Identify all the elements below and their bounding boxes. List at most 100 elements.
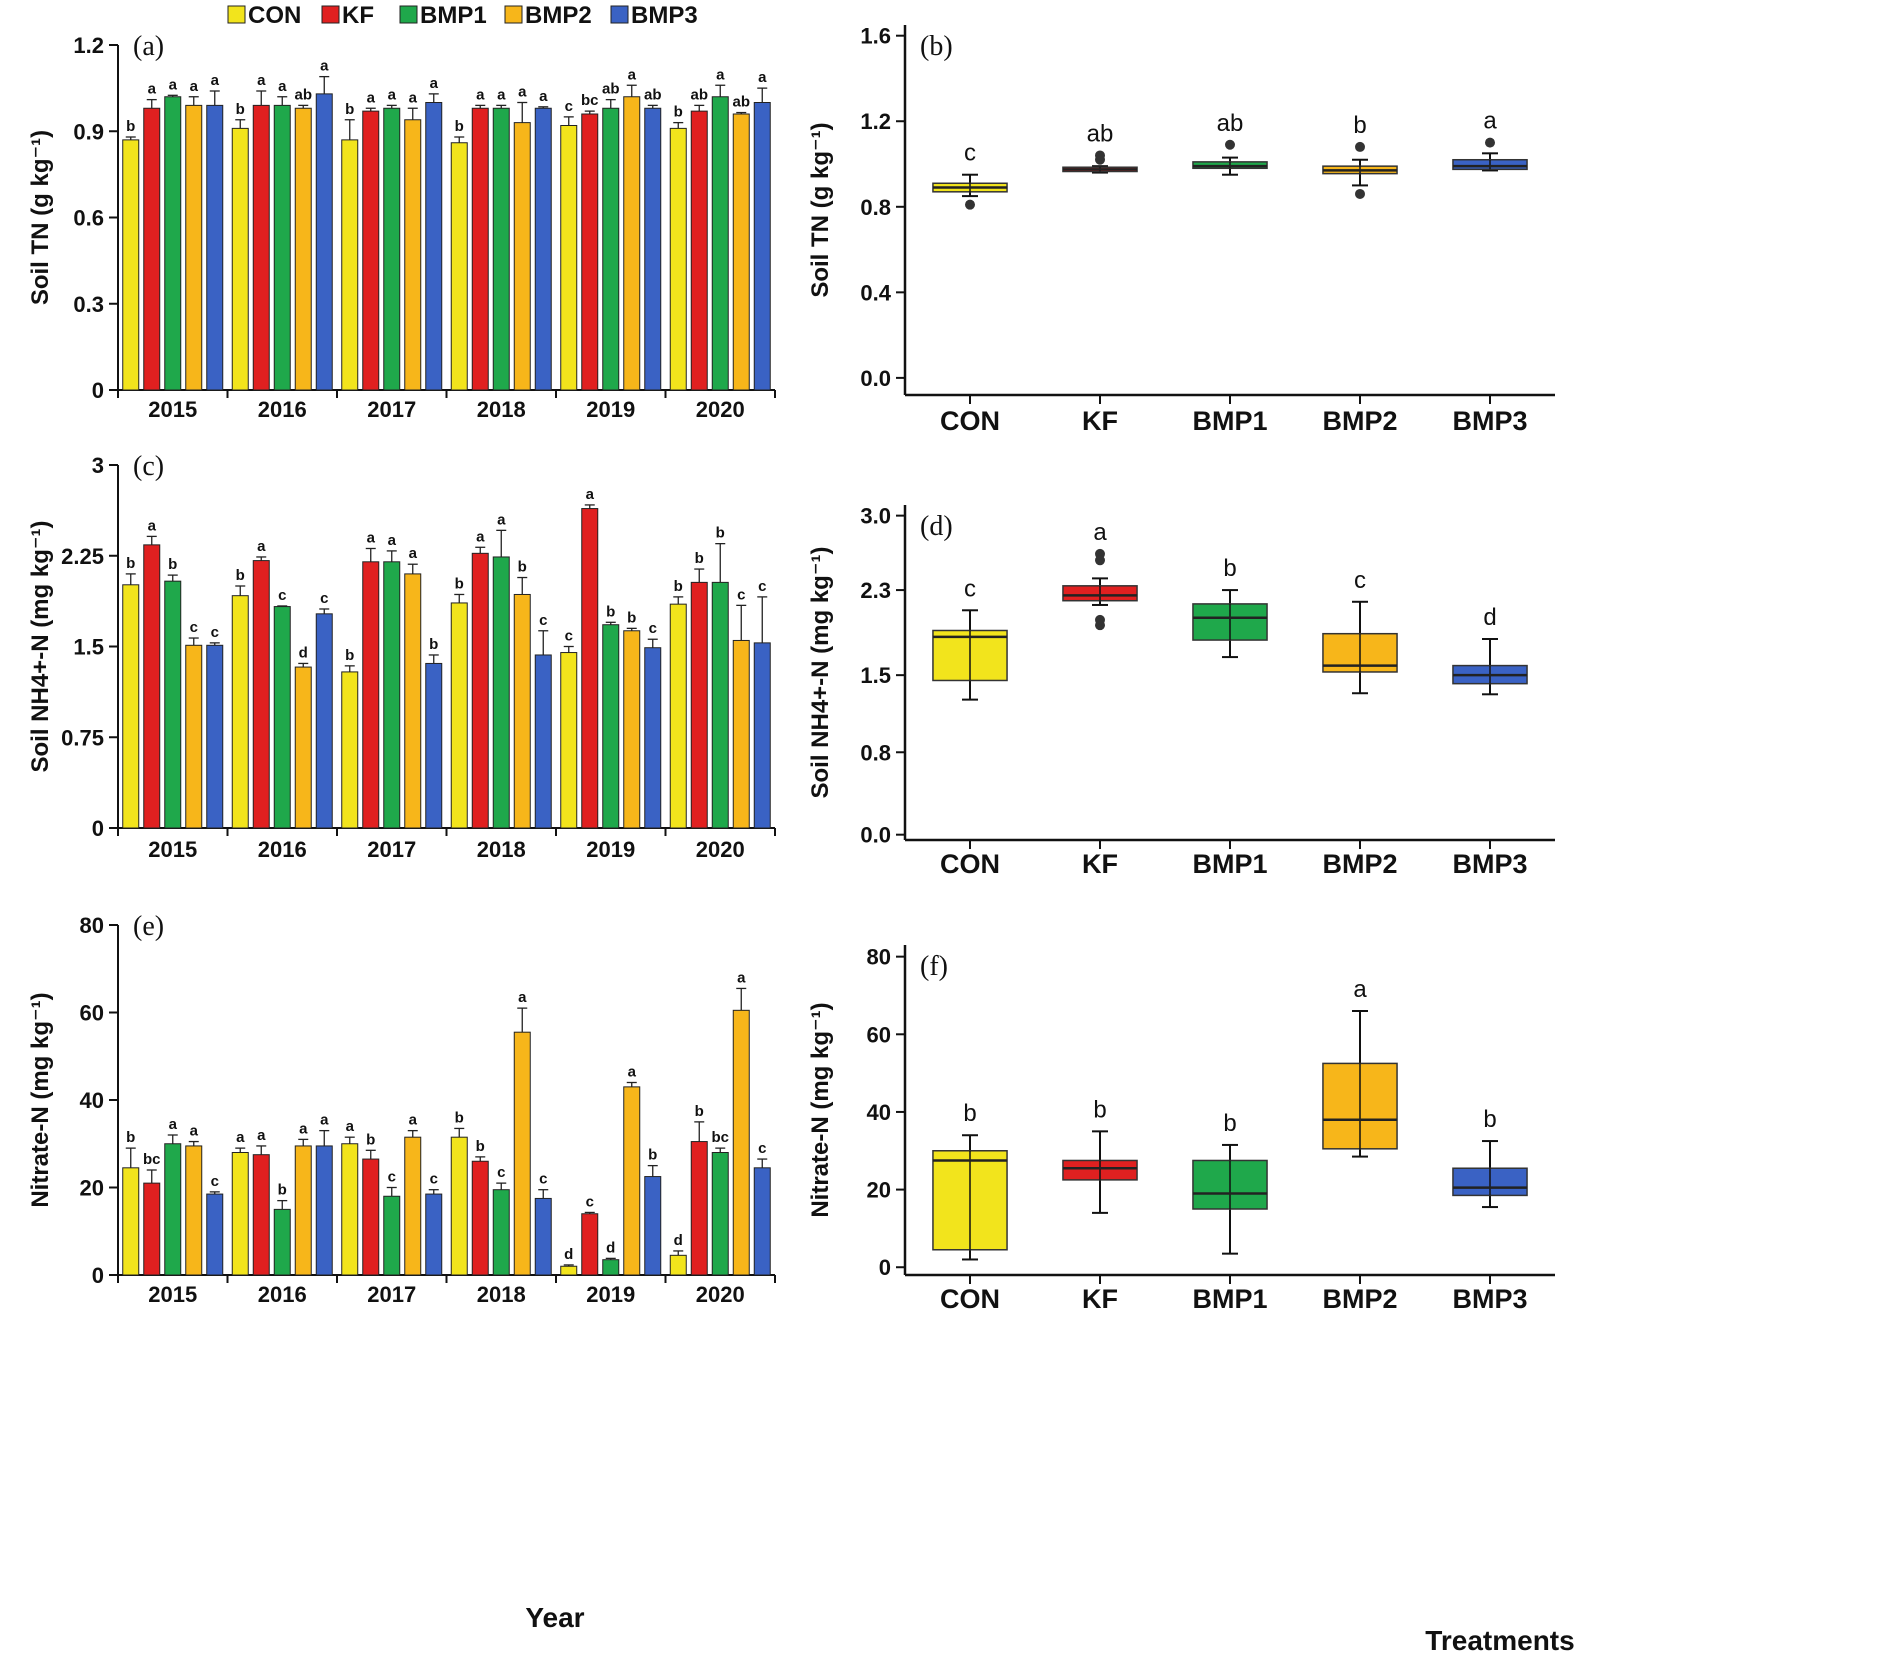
x-tick-label: 2017	[367, 397, 416, 422]
bar	[602, 1259, 620, 1276]
significance-letter: c	[737, 586, 745, 603]
significance-letter: c	[211, 1173, 219, 1190]
significance-letter: b	[126, 118, 135, 135]
bar	[185, 104, 203, 391]
significance-letter: b	[674, 104, 683, 121]
box-bmp3: d	[1452, 604, 1528, 696]
significance-letter: a	[518, 84, 527, 101]
bar	[206, 1193, 224, 1276]
legend-label-con: CON	[248, 2, 301, 29]
bar	[560, 652, 578, 829]
y-tick-label: 0.0	[860, 366, 891, 391]
bar	[644, 107, 662, 391]
box-con: b	[932, 1100, 1008, 1261]
panel-f: 0 20 40 60 80 Nitrate-N (mg kg⁻¹) (f) CON b KF b BM…	[807, 945, 1555, 1314]
outlier-point	[965, 199, 975, 210]
significance-letter: b	[963, 1100, 976, 1127]
significance-letter: bc	[143, 1151, 161, 1168]
significance-letter: b	[716, 525, 725, 542]
significance-letter: c	[649, 620, 657, 637]
x-axis-title-treatments: Treatments	[1425, 1625, 1574, 1655]
x-tick-label: 2019	[586, 397, 635, 422]
y-tick-label: 1.5	[73, 635, 104, 660]
bar	[425, 102, 443, 391]
y-tick-label: 0	[92, 378, 104, 403]
box-bmp3: a	[1452, 108, 1528, 172]
bar	[644, 1176, 662, 1276]
legend-swatch-con	[227, 5, 246, 24]
y-tick-label: 3	[92, 453, 104, 478]
bar	[315, 93, 333, 391]
y-tick-label: 20	[867, 1178, 891, 1203]
significance-letter: a	[388, 532, 397, 549]
bar	[492, 1189, 510, 1276]
outlier-point	[1095, 555, 1105, 566]
y-tick-label: 80	[80, 913, 104, 938]
bar	[669, 127, 687, 391]
significance-letter: c	[539, 612, 547, 629]
legend-item-kf: KF	[321, 2, 374, 29]
significance-letter: d	[564, 1246, 573, 1263]
x-tick-label: CON	[940, 1284, 1000, 1314]
bar	[513, 1031, 531, 1276]
bar	[732, 639, 750, 829]
bar	[294, 107, 312, 391]
bar	[164, 580, 182, 829]
x-axis-title-year: Year	[525, 1602, 584, 1633]
bar	[669, 1254, 687, 1276]
significance-letter: b	[695, 550, 704, 567]
bar	[534, 654, 552, 829]
x-tick-label: BMP3	[1452, 406, 1527, 436]
box-con: c	[932, 575, 1008, 701]
y-tick-label: 0.75	[61, 725, 104, 750]
significance-letter: b	[674, 578, 683, 595]
bar	[513, 593, 531, 829]
box-kf: a	[1062, 519, 1138, 631]
x-tick-label: KF	[1082, 406, 1118, 436]
x-tick-label: 2015	[148, 1282, 197, 1307]
significance-letter: a	[409, 545, 418, 562]
y-tick-label: 2.25	[61, 544, 104, 569]
significance-letter: c	[758, 1140, 766, 1157]
bar	[690, 110, 708, 391]
x-tick-label: BMP1	[1192, 849, 1267, 879]
x-tick-label: BMP2	[1322, 406, 1397, 436]
bar	[623, 630, 641, 829]
y-axis-label: Nitrate-N (mg kg⁻¹)	[27, 992, 54, 1207]
box-bmp1: b	[1192, 1110, 1268, 1255]
bar	[273, 104, 291, 391]
significance-letter: bc	[581, 92, 599, 109]
panel-a: 0 0.3 0.6 0.9 1.2 Soil TN (g kg⁻¹) (a) 2015 2016…	[27, 31, 776, 422]
outlier-point	[1095, 614, 1105, 625]
significance-letter: b	[126, 1129, 135, 1146]
x-tick-label: KF	[1082, 849, 1118, 879]
y-tick-label: 2.3	[860, 578, 891, 603]
bar	[492, 556, 510, 829]
bar	[231, 595, 249, 829]
outlier-point	[1355, 188, 1365, 199]
y-tick-label: 40	[867, 1100, 891, 1125]
y-axis-label: Nitrate-N (mg kg⁻¹)	[807, 1002, 834, 1217]
significance-letter: a	[367, 89, 376, 106]
significance-letter: a	[367, 529, 376, 546]
bar	[252, 104, 270, 391]
y-axis-label: Soil TN (g kg⁻¹)	[27, 130, 54, 305]
significance-letter: a	[409, 1112, 418, 1129]
significance-letter: a	[190, 78, 199, 95]
bar	[732, 113, 750, 391]
bar	[711, 96, 729, 391]
significance-letter: b	[627, 609, 636, 626]
bar	[644, 647, 662, 829]
significance-letter: a	[278, 78, 287, 95]
y-axis-label: Soil TN (g kg⁻¹)	[807, 122, 834, 297]
x-tick-label: 2016	[258, 1282, 307, 1307]
bar	[450, 602, 468, 829]
outlier-point	[1095, 150, 1105, 161]
significance-letter: ab	[602, 81, 620, 98]
legend: CON KF BMP1 BMP2 BMP3	[227, 2, 698, 29]
bar	[581, 113, 599, 391]
bar	[471, 1160, 489, 1276]
